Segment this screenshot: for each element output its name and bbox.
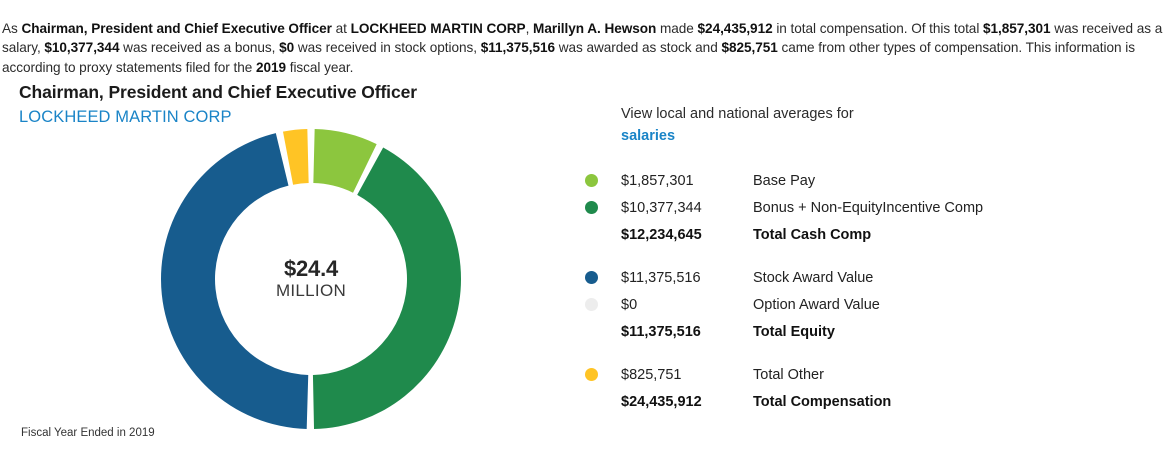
intro-highlight: $0 [279,40,295,56]
intro-text: at [331,20,351,36]
salaries-link[interactable]: salaries [621,128,676,144]
donut-slice[interactable] [312,147,462,429]
legend-panel: View local and national averages for sal… [585,104,1160,415]
intro-text: came from other types of compensation. T… [2,40,1135,75]
legend-value: $11,375,516 [621,269,701,286]
legend-total-row: $11,375,516 Total Equity [585,318,1160,345]
intro-highlight: Chairman, President and Chief Executive … [21,20,332,36]
legend-color-dot-icon [585,201,598,214]
legend-label: Stock Award Value [753,269,874,286]
donut-slice[interactable] [313,129,377,193]
intro-text: in total compensation. Of this total [772,20,984,36]
legend-label: Total Cash Comp [753,226,872,243]
legend-group: $825,751 Total Other $24,435,912 Total Comp… [585,361,1160,415]
page-title: Chairman, President and Chief Executive … [19,82,417,102]
intro-text: was received as a bonus, [119,40,280,56]
compensation-legend: $1,857,301 Base Pay $10,377,344 Bonus + Non… [585,167,1160,415]
intro-highlight: $10,377,344 [44,40,120,56]
intro-highlight: $11,375,516 [480,40,555,56]
legend-value: $0 [621,296,638,313]
intro-text: , [525,20,534,36]
legend-label: Bonus + Non-EquityIncentive Comp [753,199,984,216]
legend-total-row: $24,435,912 Total Compensation [585,388,1160,415]
legend-row[interactable]: $10,377,344 Bonus + Non-EquityIncentive C… [585,194,1160,221]
legend-dot-cell [585,298,621,311]
legend-color-dot-icon [585,368,598,381]
legend-dot-cell [585,271,621,284]
legend-label: Base Pay [753,172,816,189]
legend-value: $825,751 [621,366,682,383]
legend-label: Total Compensation [753,393,892,410]
donut-slice[interactable] [282,129,309,185]
intro-text: was awarded as stock and [554,40,722,56]
intro-text: was received as a salary, [2,20,1163,56]
intro-highlight: $825,751 [721,40,778,56]
legend-group: $1,857,301 Base Pay $10,377,344 Bonus + Non… [585,167,1160,248]
legend-label: Option Award Value [753,296,880,313]
legend-value: $12,234,645 [621,226,702,243]
intro-highlight: $24,435,912 [697,20,773,36]
legend-color-dot-icon [585,174,598,187]
legend-value: $24,435,912 [621,393,702,410]
legend-label: Total Other [753,366,824,383]
legend-dot-cell [585,368,621,381]
chart-title-block: Chairman, President and Chief Executive … [19,82,417,127]
donut-slice[interactable] [161,133,309,429]
legend-row[interactable]: $0 Option Award Value [585,291,1160,318]
legend-color-dot-icon [585,271,598,284]
legend-dot-cell [585,201,621,214]
intro-text: was received in stock options, [294,40,481,56]
legend-value: $11,375,516 [621,323,701,340]
intro-highlight: Marillyn A. Hewson [533,20,657,36]
legend-label: Total Equity [753,323,835,340]
intro-text: fiscal year. [286,59,354,75]
intro-highlight: LOCKHEED MARTIN CORP [350,20,526,36]
legend-row[interactable]: $11,375,516 Stock Award Value [585,264,1160,291]
intro-paragraph: As Chairman, President and Chief Executi… [2,19,1164,78]
legend-dot-cell [585,174,621,187]
donut-svg [161,129,462,429]
averages-prompt-text: View local and national averages for [621,106,854,122]
intro-text: As [2,20,22,36]
intro-highlight: $1,857,301 [983,20,1051,36]
compensation-donut-chart[interactable]: $24.4 MILLION [156,124,466,434]
legend-value: $10,377,344 [621,199,702,216]
fiscal-year-note: Fiscal Year Ended in 2019 [21,427,155,439]
company-link[interactable]: LOCKHEED MARTIN CORP [19,108,232,126]
legend-color-dot-icon [585,298,598,311]
legend-value: $1,857,301 [621,172,694,189]
intro-text: made [656,20,698,36]
averages-prompt-block: View local and national averages for sal… [621,104,1160,147]
legend-row[interactable]: $825,751 Total Other [585,361,1160,388]
donut-slices [161,129,462,429]
intro-highlight: 2019 [255,59,286,75]
legend-total-row: $12,234,645 Total Cash Comp [585,221,1160,248]
legend-group: $11,375,516 Stock Award Value $0 Option Awa… [585,264,1160,345]
legend-row[interactable]: $1,857,301 Base Pay [585,167,1160,194]
